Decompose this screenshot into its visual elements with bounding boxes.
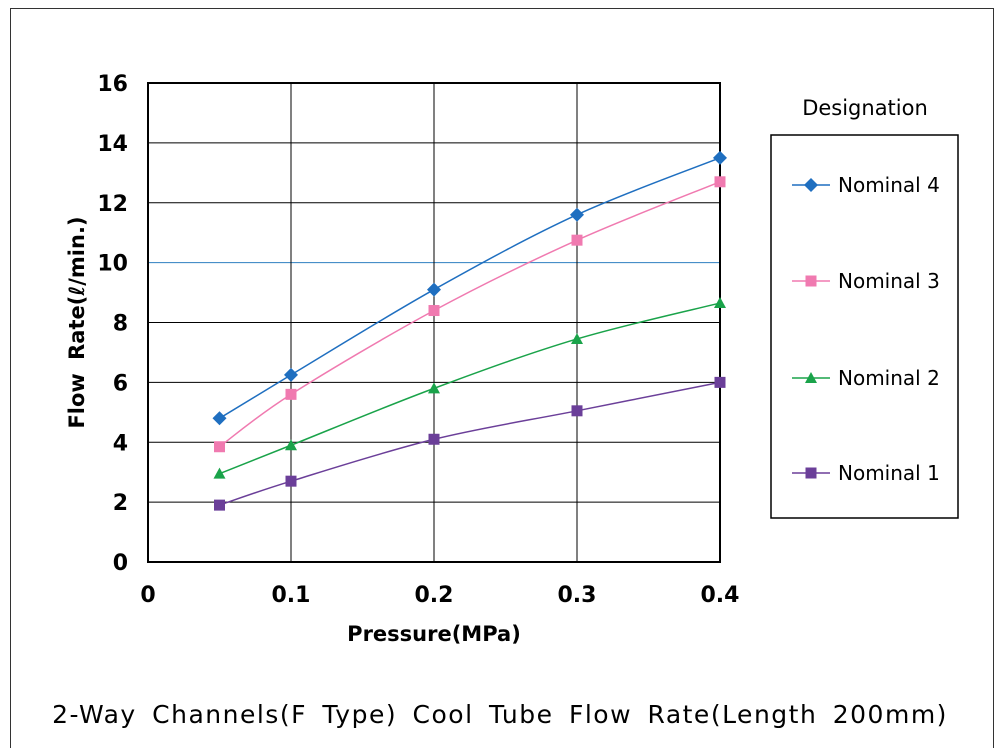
legend-title: Designation — [802, 96, 928, 120]
data-point-nominal-4 — [713, 150, 727, 165]
data-point-nominal-2 — [714, 297, 726, 309]
y-tick-label: 2 — [113, 491, 128, 516]
data-point-nominal-3 — [714, 176, 726, 188]
x-tick-label: 0 — [140, 583, 155, 608]
data-point-nominal-2 — [285, 439, 297, 451]
y-tick-label: 0 — [113, 551, 128, 576]
data-point-nominal-2 — [213, 467, 226, 479]
data-point-nominal-1 — [428, 433, 440, 445]
y-tick-label: 4 — [113, 431, 128, 456]
x-axis-label: Pressure(MPa) — [347, 622, 521, 646]
data-point-nominal-3 — [428, 305, 440, 317]
legend-label: Nominal 2 — [838, 366, 940, 390]
legend-marker — [805, 372, 817, 383]
data-point-nominal-3 — [571, 234, 583, 246]
data-point-nominal-1 — [714, 376, 726, 388]
y-tick-label: 14 — [97, 132, 128, 157]
data-point-nominal-4 — [284, 367, 298, 382]
y-axis-label: Flow Rate(ℓ/min.) — [65, 216, 89, 428]
data-point-nominal-3 — [285, 388, 297, 400]
legend-marker — [804, 178, 818, 192]
legend-label: Nominal 1 — [838, 461, 940, 485]
x-tick-label: 0.3 — [558, 583, 597, 608]
y-tick-label: 8 — [113, 312, 128, 337]
y-tick-label: 16 — [97, 72, 128, 97]
data-point-nominal-3 — [214, 441, 225, 453]
x-tick-label: 0.2 — [415, 583, 454, 608]
data-point-nominal-1 — [214, 499, 225, 511]
series-line-2 — [219, 181, 721, 448]
data-point-nominal-2 — [428, 382, 440, 394]
series-line-4 — [219, 381, 721, 506]
data-point-nominal-2 — [571, 332, 583, 344]
series-line-1 — [219, 157, 721, 419]
legend-marker — [805, 275, 817, 287]
figure-frame — [10, 8, 994, 748]
data-point-nominal-4 — [570, 207, 584, 222]
y-tick-label: 6 — [113, 371, 128, 396]
chart-caption: 2-Way Channels(F Type) Cool Tube Flow Ra… — [52, 700, 948, 729]
series-line-3 — [219, 302, 721, 475]
data-point-nominal-1 — [285, 475, 297, 487]
y-tick-label: 10 — [97, 252, 128, 277]
data-point-nominal-1 — [571, 405, 583, 417]
plot-border — [147, 82, 721, 563]
x-tick-label: 0.1 — [272, 583, 311, 608]
data-point-nominal-4 — [212, 411, 227, 426]
legend-marker — [805, 467, 817, 479]
legend-label: Nominal 4 — [838, 173, 940, 197]
legend-box — [770, 134, 959, 519]
x-tick-label: 0.4 — [701, 583, 740, 608]
data-point-nominal-4 — [427, 282, 441, 297]
legend-label: Nominal 3 — [838, 269, 940, 293]
y-tick-label: 12 — [97, 192, 128, 217]
